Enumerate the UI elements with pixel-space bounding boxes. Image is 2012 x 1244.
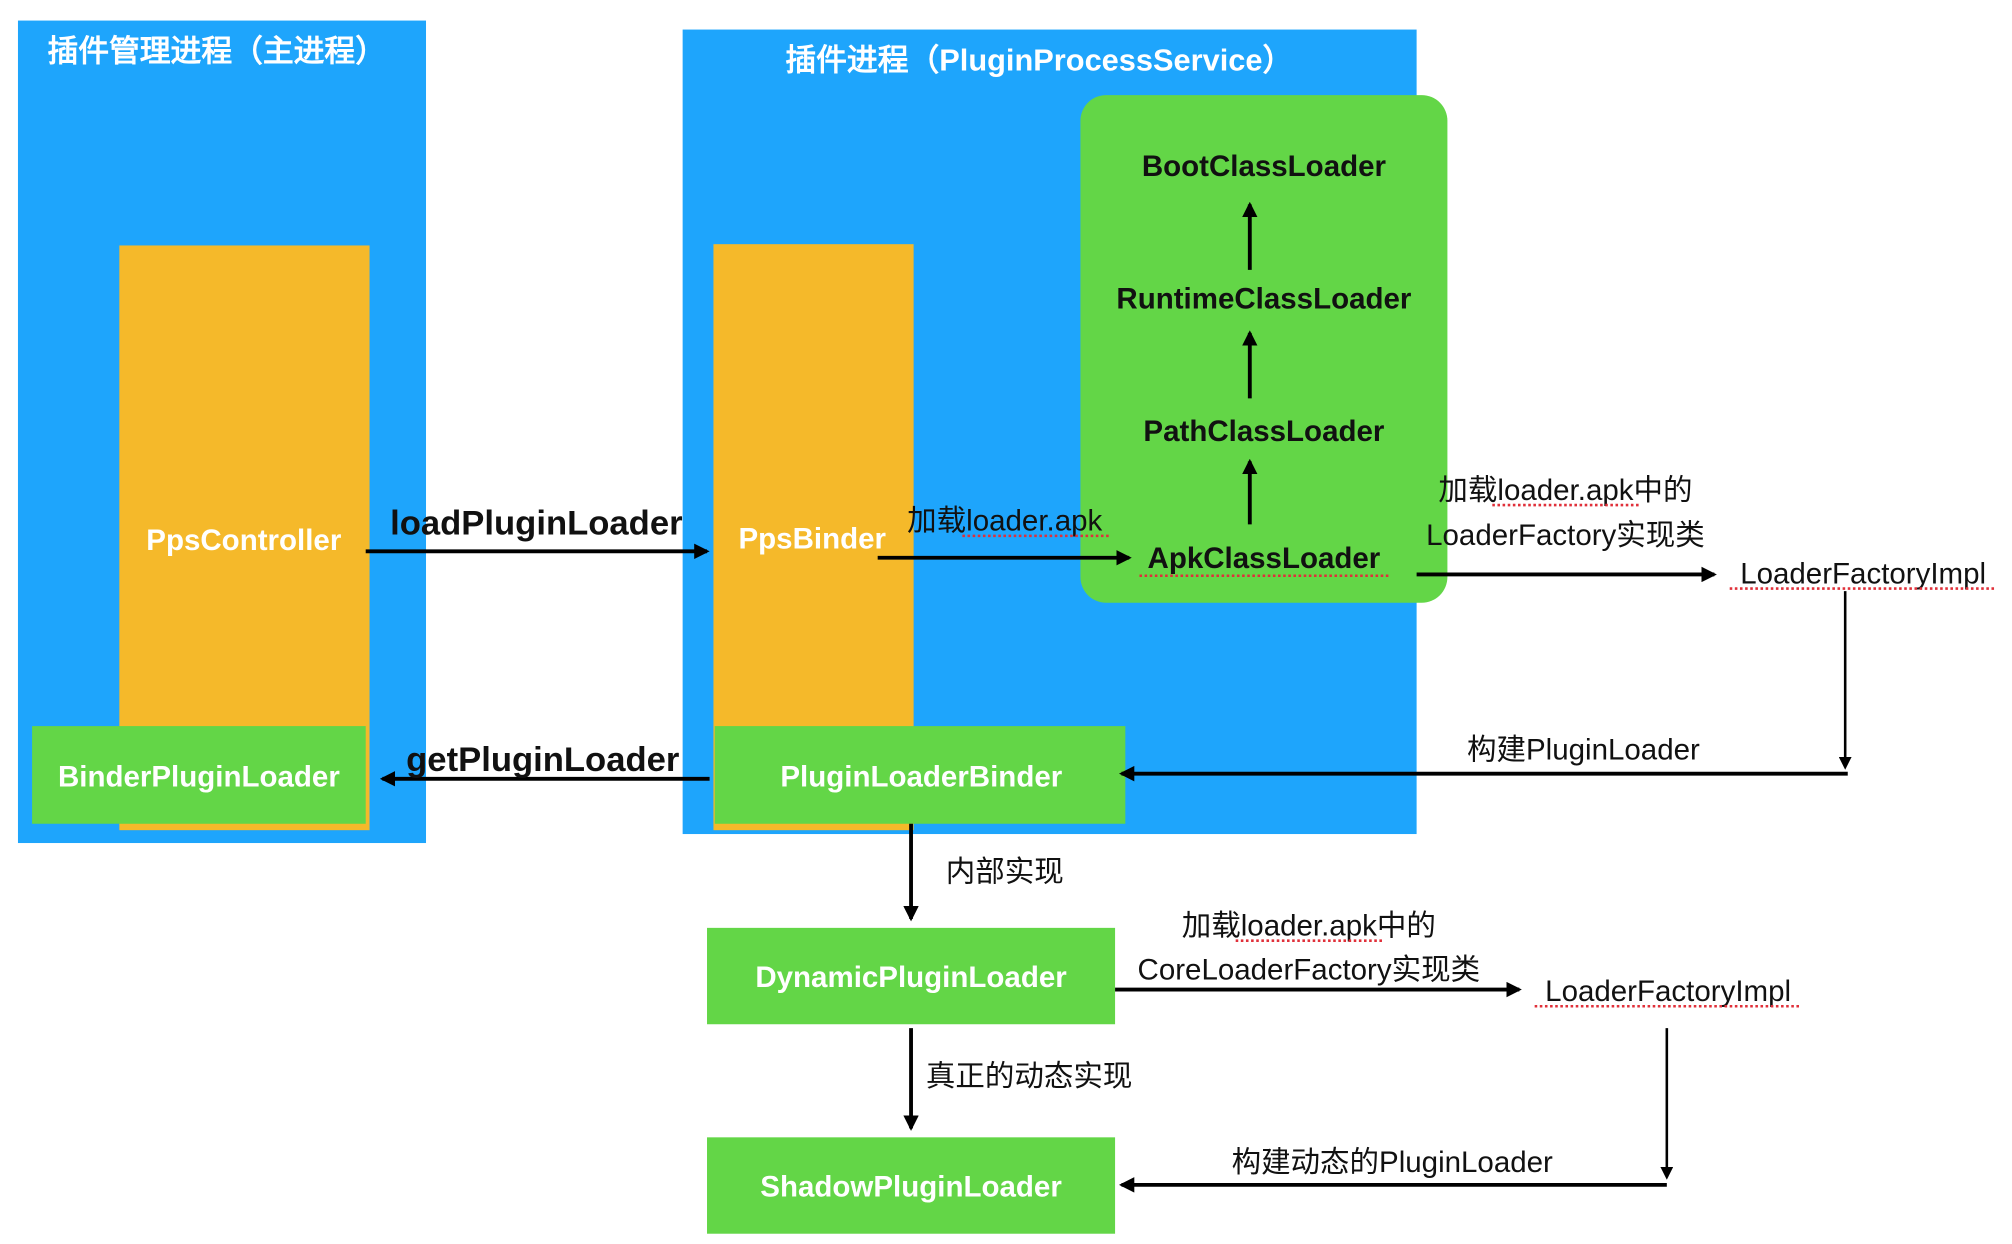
loader-factory-impl-1: LoaderFactoryImpl (1740, 557, 1986, 590)
plugin-loader-binder-label: PluginLoaderBinder (780, 760, 1062, 793)
binder-plugin-loader-label: BinderPluginLoader (58, 760, 340, 793)
dynamic-plugin-loader-box (707, 927, 1116, 1025)
real-dynamic-impl-label: 真正的动态实现 (926, 1060, 1132, 1093)
pps-binder-label: PpsBinder (738, 523, 886, 556)
build-dynamic-plugin-loader-label: 构建动态的PluginLoader (1232, 1146, 1553, 1179)
load-plugin-loader-label: loadPluginLoader (390, 505, 682, 543)
apk-classloader: ApkClassLoader (1148, 542, 1381, 575)
build-plugin-loader-label: 构建PluginLoader (1467, 733, 1700, 766)
load-factory-label-2: LoaderFactory实现类 (1426, 519, 1705, 552)
load-core-label-1: 加载loader.apk中的 (1182, 910, 1436, 943)
binder-plugin-loader-box (32, 726, 366, 824)
get-plugin-loader-label: getPluginLoader (406, 741, 679, 779)
runtime-classloader: RuntimeClassLoader (1116, 282, 1412, 315)
pps-controller-label: PpsController (146, 524, 342, 557)
plugin-loader-binder-box (714, 726, 1126, 824)
path-classloader: PathClassLoader (1143, 415, 1384, 448)
loader-factory-impl-2: LoaderFactoryImpl (1545, 975, 1791, 1008)
internal-impl-label: 内部实现 (946, 856, 1064, 889)
shadow-plugin-loader-label: ShadowPluginLoader (760, 1170, 1062, 1203)
boot-classloader: BootClassLoader (1142, 150, 1387, 183)
plugin-process-title: 插件进程（PluginProcessService） (785, 43, 1293, 78)
dynamic-plugin-loader-label: DynamicPluginLoader (755, 961, 1067, 994)
load-factory-label-1: 加载loader.apk中的 (1438, 474, 1692, 507)
load-apk-label: 加载loader.apk (907, 505, 1102, 538)
shadow-plugin-loader-box (707, 1137, 1116, 1234)
main-process-title: 插件管理进程（主进程） (47, 34, 386, 69)
classloader-group (1080, 95, 1448, 603)
load-core-label-2: CoreLoaderFactory实现类 (1138, 953, 1481, 986)
